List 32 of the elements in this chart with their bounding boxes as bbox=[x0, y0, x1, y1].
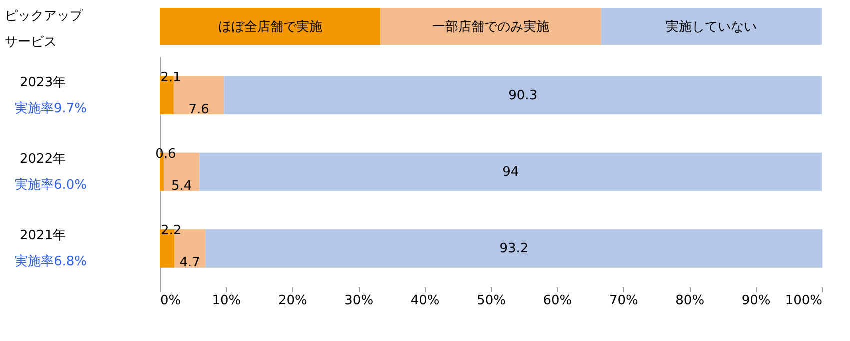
data-label: 5.4 bbox=[172, 179, 192, 194]
text: 一部店舗でのみ実施 bbox=[432, 19, 550, 35]
x-tick-label: 70% bbox=[609, 294, 638, 308]
x-tick-label: 90% bbox=[742, 294, 771, 308]
bar bbox=[224, 76, 822, 114]
data-label: 7.6 bbox=[188, 102, 210, 118]
x-tick-label: 30% bbox=[344, 294, 374, 308]
x-tick-label: 0% bbox=[160, 294, 182, 308]
y-tick-label: 2021年 bbox=[20, 228, 66, 244]
bar bbox=[200, 152, 822, 192]
bar bbox=[206, 230, 823, 268]
data-label: 94 bbox=[502, 165, 520, 180]
x-tick-label: 40% bbox=[410, 294, 440, 308]
text: 実施率6.8% bbox=[15, 254, 88, 270]
data-label: 0.6 bbox=[156, 147, 176, 162]
x-tick-label: 60% bbox=[543, 294, 572, 308]
x-tick-label: 80% bbox=[676, 294, 705, 308]
x-tick-label: 50% bbox=[477, 294, 506, 308]
x-tick-label: 10% bbox=[212, 294, 242, 308]
y-tick-label: 2023年 bbox=[20, 75, 66, 90]
text: ほぼ全店舗で実施 bbox=[218, 19, 322, 35]
data-label: 90.3 bbox=[508, 88, 538, 104]
x-tick-label: 20% bbox=[278, 294, 308, 308]
y-tick-label: 2022年 bbox=[20, 152, 66, 167]
text: 実施率9.7% bbox=[15, 100, 88, 116]
text: ピックアップ bbox=[5, 9, 84, 24]
text: 実施していない bbox=[666, 19, 758, 35]
text: サービス bbox=[5, 35, 57, 50]
data-label: 93.2 bbox=[500, 242, 529, 257]
x-tick-label: 100% bbox=[785, 294, 822, 308]
data-label: 4.7 bbox=[180, 256, 200, 271]
text: 実施率6.0% bbox=[15, 177, 88, 193]
